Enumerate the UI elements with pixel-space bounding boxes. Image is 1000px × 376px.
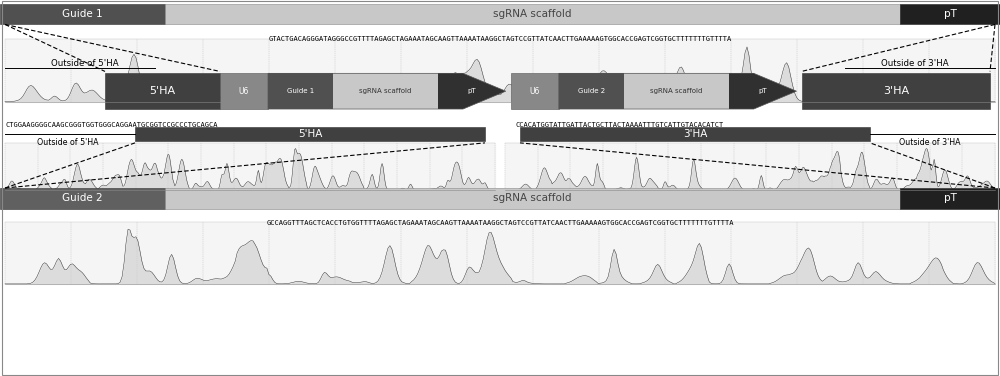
Text: 5'HA: 5'HA <box>298 129 322 139</box>
Text: Guide 1: Guide 1 <box>62 9 103 19</box>
Text: CTGGAAGGGGCAAGCGGGTGGTGGGCAGGAATGCGGTCCGCCCTGCAGCA: CTGGAAGGGGCAAGCGGGTGGTGGGCAGGAATGCGGTCCG… <box>5 122 218 128</box>
Bar <box>105 73 220 109</box>
Text: U6: U6 <box>530 87 540 96</box>
Bar <box>520 127 870 141</box>
Text: pT: pT <box>944 193 956 203</box>
Text: pT: pT <box>944 9 956 19</box>
Bar <box>900 4 1000 24</box>
Text: Outside of 3'HA: Outside of 3'HA <box>899 138 961 147</box>
Bar <box>624 73 729 109</box>
Bar <box>165 188 900 209</box>
Text: GCCAGGTTTAGCTCACCTGTGGTTTTAGAGCTAGAAATAGCAAGTTAAAATAAGGCTAGTCCGTTATCAACTTGAAAAAG: GCCAGGTTTAGCTCACCTGTGGTTTTAGAGCTAGAAATAG… <box>266 220 734 226</box>
Bar <box>135 127 485 141</box>
Bar <box>900 188 1000 209</box>
Bar <box>333 73 438 109</box>
Bar <box>0 4 165 24</box>
Bar <box>438 73 463 109</box>
Bar <box>511 73 559 109</box>
Text: sgRNA scaffold: sgRNA scaffold <box>493 193 572 203</box>
Text: Outside of 5'HA: Outside of 5'HA <box>37 138 99 147</box>
Text: 3'HA: 3'HA <box>683 129 707 139</box>
Text: Outside of 3'HA: Outside of 3'HA <box>881 59 949 68</box>
Text: Guide 2: Guide 2 <box>578 88 605 94</box>
Text: pT: pT <box>758 88 767 94</box>
Text: sgRNA scaffold: sgRNA scaffold <box>493 9 572 19</box>
Text: pT: pT <box>468 88 476 94</box>
Bar <box>165 4 900 24</box>
Text: Guide 2: Guide 2 <box>62 193 103 203</box>
Polygon shape <box>754 73 797 109</box>
Bar <box>220 73 268 109</box>
Text: 5'HA: 5'HA <box>149 86 176 96</box>
Text: sgRNA scaffold: sgRNA scaffold <box>359 88 412 94</box>
Bar <box>729 73 754 109</box>
Text: 3'HA: 3'HA <box>883 86 909 96</box>
Bar <box>802 73 990 109</box>
Text: GTACTGACAGGGATAGGGCCGTTTTAGAGCTAGAAATAGCAAGTTAAAATAAGGCTAGTCCGTTATCAACTTGAAAAAGT: GTACTGACAGGGATAGGGCCGTTTTAGAGCTAGAAATAGC… <box>268 36 732 42</box>
Bar <box>559 73 624 109</box>
Text: sgRNA scaffold: sgRNA scaffold <box>650 88 702 94</box>
Text: Guide 1: Guide 1 <box>287 88 314 94</box>
Text: U6: U6 <box>239 87 249 96</box>
Bar <box>0 188 165 209</box>
Text: Outside of 5'HA: Outside of 5'HA <box>51 59 119 68</box>
Text: CCACATGGTATTGATTACTGCTTACTAAAATTTGTCATTGTACACATCT: CCACATGGTATTGATTACTGCTTACTAAAATTTGTCATTG… <box>515 122 723 128</box>
Polygon shape <box>463 73 506 109</box>
Bar <box>268 73 333 109</box>
